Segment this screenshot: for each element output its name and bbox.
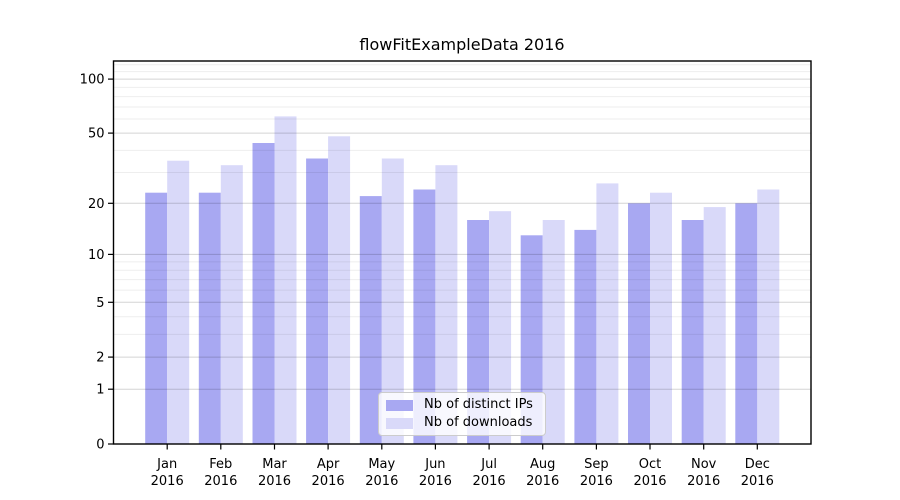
bar-downloads-nov (703, 207, 726, 444)
x-tick-label-month: Jul (480, 457, 497, 472)
bar-downloads-jul (489, 211, 512, 444)
bar-downloads-jun (435, 165, 458, 444)
x-tick-label-month: Feb (209, 457, 232, 472)
y-tick-label: 10 (88, 248, 105, 263)
x-tick-label-year: 2016 (473, 474, 506, 489)
y-tick-label: 1 (96, 383, 104, 398)
x-tick-label-year: 2016 (741, 474, 774, 489)
x-tick-label-month: Apr (317, 457, 340, 472)
bar-distinct-ips-jan (145, 192, 168, 444)
x-tick-label-year: 2016 (419, 474, 452, 489)
legend-label-downloads: Nb of downloads (424, 415, 533, 430)
x-tick-label-year: 2016 (580, 474, 613, 489)
x-tick-label-month: Dec (745, 457, 770, 472)
bar-distinct-ips-aug (520, 235, 543, 444)
legend-item-distinct-ips: Nb of distinct IPs (386, 398, 539, 412)
bar-downloads-oct (650, 192, 672, 444)
bar-distinct-ips-apr (306, 158, 329, 444)
x-tick-label-month: Mar (262, 457, 287, 472)
x-tick-label-year: 2016 (633, 474, 666, 489)
y-tick-label: 2 (96, 351, 104, 366)
bar-distinct-ips-nov (681, 220, 704, 444)
bar-downloads-mar (274, 116, 297, 445)
x-tick-label-year: 2016 (526, 474, 559, 489)
bar-distinct-ips-jun (413, 189, 436, 444)
bar-downloads-dec (757, 189, 780, 444)
legend-label-distinct-ips: Nb of distinct IPs (424, 397, 533, 412)
bar-downloads-jan (167, 160, 190, 444)
x-tick-label-month: Nov (691, 457, 717, 472)
bar-downloads-apr (328, 136, 351, 445)
x-tick-label-month: Aug (530, 457, 555, 472)
legend-swatch-downloads (386, 417, 413, 429)
bar-distinct-ips-may (359, 196, 382, 444)
bar-distinct-ips-feb (198, 192, 221, 444)
bar-downloads-aug (542, 220, 565, 444)
bar-distinct-ips-oct (628, 203, 650, 444)
y-tick-label: 0 (96, 438, 104, 453)
y-tick-label: 20 (88, 197, 105, 212)
legend: Nb of distinct IPs Nb of downloads (378, 392, 546, 436)
x-tick-label-month: May (368, 457, 395, 472)
bar-distinct-ips-jul (467, 220, 490, 444)
x-tick-label-year: 2016 (312, 474, 345, 489)
x-tick-label-year: 2016 (365, 474, 398, 489)
x-tick-label-month: Oct (639, 457, 661, 472)
x-tick-label-year: 2016 (687, 474, 720, 489)
y-tick-label: 100 (80, 73, 105, 88)
chart-title: flowFitExampleData 2016 (359, 35, 564, 54)
bar-downloads-sep (596, 183, 619, 444)
x-tick-label-month: Jan (156, 457, 177, 472)
legend-item-downloads: Nb of downloads (386, 416, 539, 430)
bar-downloads-may (381, 158, 404, 444)
bar-downloads-feb (220, 165, 243, 444)
x-tick-label-year: 2016 (151, 474, 184, 489)
bar-distinct-ips-mar (252, 143, 275, 444)
x-tick-label-year: 2016 (258, 474, 291, 489)
legend-swatch-distinct-ips (386, 399, 413, 411)
bar-distinct-ips-dec (735, 203, 758, 444)
y-tick-label: 50 (88, 127, 105, 142)
x-tick-label-month: Jun (424, 457, 445, 472)
bar-distinct-ips-sep (574, 229, 597, 444)
y-tick-label: 5 (96, 296, 104, 311)
plot-frame (112, 60, 812, 445)
x-tick-label-month: Sep (584, 457, 609, 472)
x-tick-label-year: 2016 (204, 474, 237, 489)
